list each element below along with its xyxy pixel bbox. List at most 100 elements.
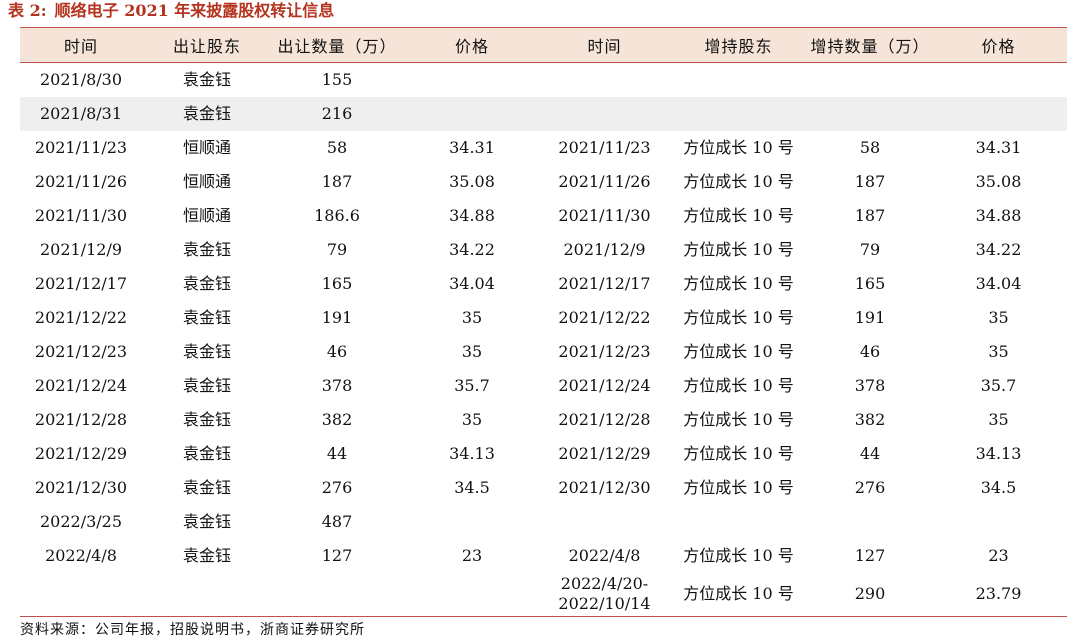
caption-title: 顺络电子 2021 年来披露股权转让信息 (54, 1, 335, 20)
table-cell: 2021/8/30 (39, 69, 123, 89)
table-row: 2021/12/17 袁金钰 165 34.04 2021/12/17 方位成长 10 号… (20, 267, 1067, 301)
table-cell: 34.5 (454, 477, 490, 497)
table-cell: 127 (321, 545, 353, 565)
table-cell: 35.08 (975, 171, 1022, 191)
table-cell: 袁金钰 (182, 443, 231, 463)
table-cell: 袁金钰 (182, 511, 231, 531)
equity-transfer-table: 时间 出让股东 出让数量（万） 价格 时间 增持股东 增持数量（万） 价格 20… (20, 27, 1067, 617)
table-cell: 276 (321, 477, 353, 497)
table-cell: 487 (321, 511, 353, 531)
table-cell: 186.6 (314, 205, 360, 225)
table-row: 2021/12/28 袁金钰 382 35 2021/12/28 方位成长 10 号 382… (20, 403, 1067, 437)
table-cell: 35.7 (454, 375, 490, 395)
header-seller: 出让股东 (142, 27, 272, 63)
table-row: 2021/11/30 恒顺通 186.6 34.88 2021/11/30 方位成长 10… (20, 199, 1067, 233)
table-cell: 袁金钰 (182, 103, 231, 123)
table-cell: 276 (854, 477, 886, 497)
table-cell: 2021/12/17 (558, 273, 651, 293)
table-cell: 46 (326, 341, 348, 361)
table-cell: 191 (321, 307, 353, 327)
date-range-start: 2022/4/20- (560, 574, 649, 594)
table-cell: 35 (461, 307, 483, 327)
table-cell: 2021/12/30 (558, 477, 651, 497)
table-cell: 58 (326, 137, 348, 157)
table-cell (142, 572, 272, 617)
table-cell: 79 (859, 239, 881, 259)
header-amount-in: 增持数量（万） (810, 27, 930, 63)
caption-label: 表 2: (8, 1, 47, 20)
table-cell (542, 63, 667, 97)
table-cell: 2021/12/23 (34, 341, 128, 361)
table-cell: 2021/12/28 (558, 409, 651, 429)
table-cell: 155 (321, 69, 353, 89)
table-row: 2021/11/26 恒顺通 187 35.08 2021/11/26 方位成长 10 号… (20, 165, 1067, 199)
table-cell (667, 97, 810, 131)
table-cell: 2021/11/26 (34, 171, 128, 191)
table-cell: 2021/11/23 (558, 137, 651, 157)
table-cell: 34.04 (975, 273, 1022, 293)
table-cell: 34.13 (975, 443, 1022, 463)
table-cell: 方位成长 10 号 (683, 137, 794, 157)
table-cell: 方位成长 10 号 (683, 341, 794, 361)
table-cell: 35 (988, 341, 1009, 361)
table-cell: 35 (988, 409, 1009, 429)
table-cell: 58 (859, 137, 881, 157)
table-cell: 191 (854, 307, 886, 327)
table-cell (402, 572, 542, 617)
header-date-in: 时间 (542, 27, 667, 63)
table-cell: 187 (854, 205, 886, 225)
table-cell: 方位成长 10 号 (683, 409, 794, 429)
table-cell: 23 (461, 545, 483, 565)
table-cell: 2021/12/9 (563, 239, 646, 259)
table-cell: 23.79 (930, 572, 1067, 617)
table-cell: 2021/12/30 (34, 477, 128, 497)
header-buyer: 增持股东 (667, 27, 810, 63)
table-cell: 34.13 (449, 443, 495, 463)
table-cell: 35 (461, 409, 483, 429)
table-cell: 恒顺通 (182, 205, 231, 225)
table-cell: 2021/12/29 (558, 443, 651, 463)
table-body: 2021/8/30 袁金钰 155 2021/8/31 袁金钰 216 2021/11/23… (20, 63, 1067, 617)
table-cell: 袁金钰 (182, 341, 231, 361)
table-cell: 127 (854, 545, 886, 565)
table-cell: 187 (854, 171, 886, 191)
table-cell: 46 (859, 341, 881, 361)
table-cell: 2022/4/8 (45, 545, 117, 565)
table-cell: 2021/11/26 (558, 171, 651, 191)
table-cell (930, 63, 1067, 97)
table-cell: 恒顺通 (182, 171, 231, 191)
table-cell (272, 572, 402, 617)
table-row: 2021/12/29 袁金钰 44 34.13 2021/12/29 方位成长 10 号 4… (20, 437, 1067, 471)
table-cell: 382 (321, 409, 353, 429)
table-cell: 2021/12/22 (558, 307, 651, 327)
table-cell: 34.22 (449, 239, 495, 259)
table-cell: 袁金钰 (182, 545, 231, 565)
table-cell (20, 572, 142, 617)
table-cell: 165 (321, 273, 353, 293)
table-cell: 382 (854, 409, 886, 429)
table-cell (810, 63, 930, 97)
table-caption: 表 2: 顺络电子 2021 年来披露股权转让信息 (8, 0, 334, 22)
table-cell: 34.88 (975, 205, 1022, 225)
table-cell: 方位成长 10 号 (683, 375, 794, 395)
date-range-end: 2022/10/14 (558, 594, 651, 614)
table-cell: 2021/12/24 (558, 375, 651, 395)
table-header: 时间 出让股东 出让数量（万） 价格 时间 增持股东 增持数量（万） 价格 (20, 27, 1067, 63)
table-row: 2021/12/9 袁金钰 79 34.22 2021/12/9 方位成长 10 号 79 3… (20, 233, 1067, 267)
table-cell: 34.88 (449, 205, 495, 225)
table-row: 2021/8/31 袁金钰 216 (20, 96, 1067, 131)
table-cell: 方位成长 10 号 (683, 171, 794, 191)
table-cell: 34.31 (449, 137, 495, 157)
table-cell: 79 (326, 239, 348, 259)
table-cell: 378 (854, 375, 886, 395)
source-note: 资料来源：公司年报，招股说明书，浙商证券研究所 (20, 622, 365, 638)
table-cell: 方位成长 10 号 (667, 572, 810, 617)
table-cell: 35 (461, 341, 483, 361)
table-row: 2021/12/22 袁金钰 191 35 2021/12/22 方位成长 10 号 191… (20, 301, 1067, 335)
table-cell (667, 63, 810, 97)
table-cell (810, 97, 930, 131)
table-cell: 2021/8/31 (39, 103, 123, 123)
header-price-in: 价格 (930, 27, 1067, 63)
table-row: 2022/3/25 袁金钰 487 (20, 505, 1067, 539)
header-price-out: 价格 (402, 27, 542, 63)
